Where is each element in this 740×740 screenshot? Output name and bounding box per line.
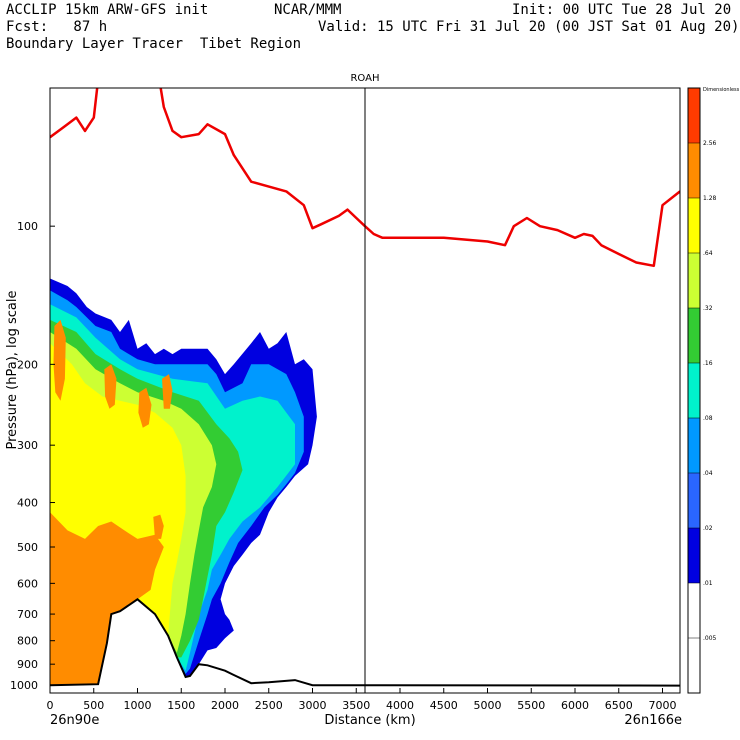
y-tick-label: 900	[17, 658, 38, 671]
marker-label: ROAH	[350, 73, 379, 84]
tracer-contour-level-2-10	[162, 374, 173, 409]
colorbar-level-label: 1.28	[703, 195, 717, 202]
plot-frame	[49, 87, 681, 694]
colorbar-level-label: .04	[703, 470, 713, 477]
tracer-contour-level-2-6	[50, 512, 164, 686]
tracer-contour-level-2-11	[153, 514, 164, 539]
header-org: NCAR/MMM	[274, 2, 342, 18]
y-tick-label: 600	[17, 577, 38, 590]
colorbar-level-label: 2.56	[703, 140, 717, 147]
x-tick-label: 2500	[255, 699, 283, 712]
colorbar-swatch	[688, 198, 700, 253]
y-tick-label: 800	[17, 635, 38, 648]
x-axis-label: Distance (km)	[324, 713, 415, 728]
colorbar-level-label: .32	[703, 305, 713, 312]
colorbar-swatch	[688, 418, 700, 473]
colorbar-level-label: .02	[703, 525, 713, 532]
x-tick-label: 7000	[649, 699, 677, 712]
colorbar: Dimensionless 2.56 1.28 .64 .32 .16 .08 .04 .02…	[687, 87, 740, 694]
y-tick-label: 500	[17, 541, 38, 554]
x-tick-label: 4000	[386, 699, 414, 712]
header-model-title: ACCLIP 15km ARW-GFS init	[6, 2, 209, 18]
y-tick-label: 400	[17, 497, 38, 510]
y-axis-label: Pressure (hPa), log scale	[5, 291, 20, 450]
tracer-contour-level-2-7	[53, 319, 66, 401]
colorbar-title: Dimensionless	[703, 87, 740, 93]
tracer-contour-level-2-8	[104, 364, 117, 409]
header-init-time: Init: 00 UTC Tue 28 Jul 20	[512, 2, 732, 18]
y-tick-label: 200	[17, 358, 38, 371]
colorbar-swatch	[688, 143, 700, 198]
x-tick-label: 0	[47, 699, 54, 712]
tropopause-line	[50, 88, 680, 268]
tracer-fill-group	[50, 278, 317, 686]
x-tick-label: 3500	[342, 699, 370, 712]
colorbar-swatch	[688, 638, 700, 693]
terrain-line	[50, 598, 680, 687]
x-tick-label: 6500	[605, 699, 633, 712]
colorbar-swatch	[688, 528, 700, 583]
y-tick-label: 1000	[10, 679, 38, 692]
colorbar-swatch	[688, 253, 700, 308]
colorbar-swatch	[688, 308, 700, 363]
y-tick-label: 700	[17, 608, 38, 621]
colorbar-swatch	[688, 473, 700, 528]
header-forecast-hour: Fcst: 87 h	[6, 19, 108, 35]
x-tick-label: 5000	[474, 699, 502, 712]
colorbar-level-label: .08	[703, 415, 713, 422]
colorbar-swatch	[688, 583, 700, 638]
x-tick-label: 3000	[299, 699, 327, 712]
header-field-title: Boundary Layer Tracer Tibet Region	[6, 36, 302, 52]
x-axis: 0 500 1000 1500 2000 2500 3000 3500 4000 4500 5000…	[47, 688, 677, 712]
header-valid-time: Valid: 15 UTC Fri 31 Jul 20 (00 JST Sat …	[318, 19, 740, 35]
colorbar-level-label: .005	[703, 635, 717, 642]
x-tick-label: 4500	[430, 699, 458, 712]
colorbar-frame	[687, 87, 701, 694]
x-tick-label: 1000	[124, 699, 152, 712]
tracer-contour-level-2-9	[138, 387, 152, 428]
colorbar-level-label: .16	[703, 360, 713, 367]
x-tick-label: 2000	[211, 699, 239, 712]
colorbar-swatch	[688, 88, 700, 143]
colorbar-swatch	[688, 363, 700, 418]
colorbar-level-label: .64	[703, 250, 713, 257]
y-axis: 100 200 300 400 500 600 700 800 900 1000	[10, 220, 55, 692]
x-tick-label: 500	[83, 699, 104, 712]
x-tick-label: 1500	[167, 699, 195, 712]
x-tick-label: 6000	[561, 699, 589, 712]
y-tick-label: 100	[17, 220, 38, 233]
right-endpoint-label: 26n166e	[624, 713, 682, 728]
y-tick-label: 300	[17, 439, 38, 452]
x-tick-label: 5500	[517, 699, 545, 712]
left-endpoint-label: 26n90e	[50, 713, 99, 728]
line-group	[50, 88, 680, 693]
colorbar-level-label: .01	[703, 580, 713, 587]
